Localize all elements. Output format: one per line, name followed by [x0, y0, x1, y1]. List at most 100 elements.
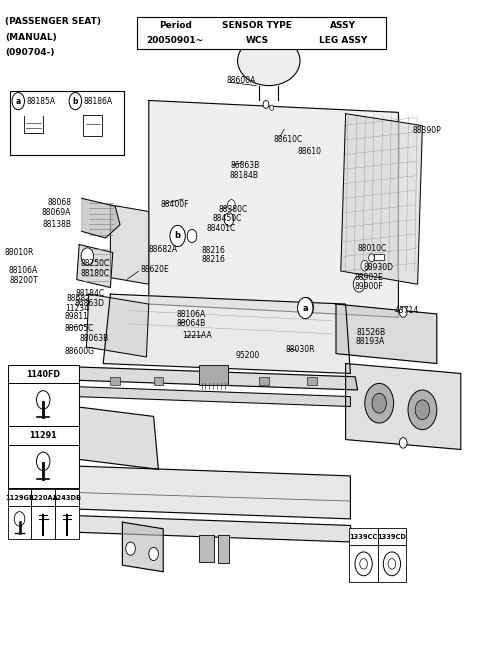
- Text: 88380C: 88380C: [218, 205, 248, 214]
- Circle shape: [81, 248, 94, 265]
- Text: 88930D: 88930D: [364, 262, 394, 272]
- Bar: [8, 489, 31, 506]
- Bar: [8, 426, 79, 445]
- Text: 1221AA: 1221AA: [182, 331, 212, 340]
- Text: 86863B: 86863B: [230, 161, 260, 171]
- Bar: [349, 545, 378, 582]
- Text: 88106A: 88106A: [8, 266, 37, 275]
- Circle shape: [36, 452, 50, 471]
- Text: (MANUAL): (MANUAL): [5, 32, 57, 42]
- Text: LEG ASSY: LEG ASSY: [319, 36, 367, 46]
- Text: 43714: 43714: [395, 306, 420, 315]
- Circle shape: [224, 213, 234, 226]
- Text: b: b: [72, 97, 78, 106]
- Text: 89900F: 89900F: [354, 282, 383, 292]
- Bar: [8, 506, 31, 539]
- Circle shape: [299, 297, 313, 317]
- Text: a: a: [16, 97, 21, 106]
- Text: 88010C: 88010C: [358, 244, 387, 253]
- Circle shape: [14, 512, 25, 526]
- Bar: [55, 489, 79, 506]
- Circle shape: [415, 400, 430, 420]
- Text: ASSY: ASSY: [330, 20, 356, 30]
- Bar: [307, 377, 317, 385]
- Text: 88216: 88216: [202, 254, 226, 264]
- Text: 88184C: 88184C: [76, 289, 105, 298]
- Text: 88193A: 88193A: [355, 337, 384, 346]
- Circle shape: [399, 307, 407, 317]
- Text: SENSOR TYPE: SENSOR TYPE: [222, 20, 292, 30]
- Text: Period: Period: [159, 20, 192, 30]
- Text: 1140FD: 1140FD: [26, 369, 60, 379]
- Polygon shape: [74, 407, 158, 469]
- Text: 1339CC: 1339CC: [349, 533, 378, 540]
- Bar: [55, 506, 79, 539]
- Text: 88216: 88216: [202, 246, 226, 255]
- Circle shape: [399, 438, 407, 448]
- Polygon shape: [72, 367, 358, 390]
- Circle shape: [353, 276, 365, 292]
- Text: 11234: 11234: [65, 303, 89, 313]
- Text: 88069A: 88069A: [41, 208, 71, 217]
- Text: 88030R: 88030R: [286, 344, 315, 354]
- Bar: [206, 377, 216, 385]
- Text: 88610C: 88610C: [274, 135, 303, 144]
- Polygon shape: [122, 522, 163, 572]
- Circle shape: [369, 254, 374, 262]
- Text: 88902E: 88902E: [354, 273, 383, 282]
- Text: 88450C: 88450C: [213, 214, 242, 223]
- Circle shape: [408, 390, 437, 430]
- Text: 88184B: 88184B: [229, 171, 258, 180]
- Text: 88063B: 88063B: [79, 334, 108, 343]
- Text: a: a: [302, 303, 308, 313]
- Bar: [31, 489, 55, 506]
- Text: 88250C: 88250C: [81, 259, 110, 268]
- Bar: [199, 535, 214, 562]
- Circle shape: [228, 200, 235, 210]
- Text: 88620E: 88620E: [141, 265, 169, 274]
- Polygon shape: [72, 516, 353, 542]
- Bar: [378, 528, 406, 545]
- Circle shape: [355, 552, 372, 576]
- Text: 88064B: 88064B: [177, 319, 206, 329]
- Text: 89811: 89811: [65, 312, 89, 321]
- Polygon shape: [341, 114, 422, 284]
- Circle shape: [263, 100, 269, 108]
- Text: 88682: 88682: [66, 293, 90, 303]
- Polygon shape: [346, 364, 461, 449]
- Text: 88106A: 88106A: [176, 310, 205, 319]
- Bar: [8, 365, 79, 383]
- Text: 88010R: 88010R: [5, 248, 34, 257]
- Text: 88401C: 88401C: [206, 223, 236, 233]
- Text: 88605C: 88605C: [65, 324, 94, 333]
- Circle shape: [388, 559, 396, 569]
- Polygon shape: [86, 294, 149, 357]
- Circle shape: [361, 260, 369, 271]
- Text: 88682A: 88682A: [149, 245, 178, 254]
- Bar: [137, 17, 386, 49]
- Polygon shape: [77, 245, 113, 288]
- Bar: [8, 445, 79, 488]
- Polygon shape: [74, 466, 350, 519]
- Text: 88610: 88610: [298, 147, 322, 156]
- Text: 88390P: 88390P: [413, 126, 442, 136]
- Circle shape: [69, 93, 82, 110]
- Bar: [378, 545, 406, 582]
- Bar: [10, 91, 124, 155]
- Circle shape: [298, 297, 313, 319]
- Polygon shape: [82, 198, 120, 238]
- Bar: [218, 535, 229, 563]
- Bar: [199, 365, 228, 385]
- Text: 1243DB: 1243DB: [52, 494, 82, 501]
- Ellipse shape: [238, 36, 300, 86]
- Circle shape: [126, 542, 135, 555]
- Text: 1220AA: 1220AA: [29, 494, 58, 501]
- Polygon shape: [149, 100, 398, 317]
- Bar: [349, 528, 378, 545]
- Text: 88186A: 88186A: [84, 97, 113, 106]
- Polygon shape: [336, 304, 437, 364]
- Text: 1339CD: 1339CD: [377, 533, 407, 540]
- Bar: [31, 506, 55, 539]
- Circle shape: [360, 559, 367, 569]
- Polygon shape: [110, 205, 149, 284]
